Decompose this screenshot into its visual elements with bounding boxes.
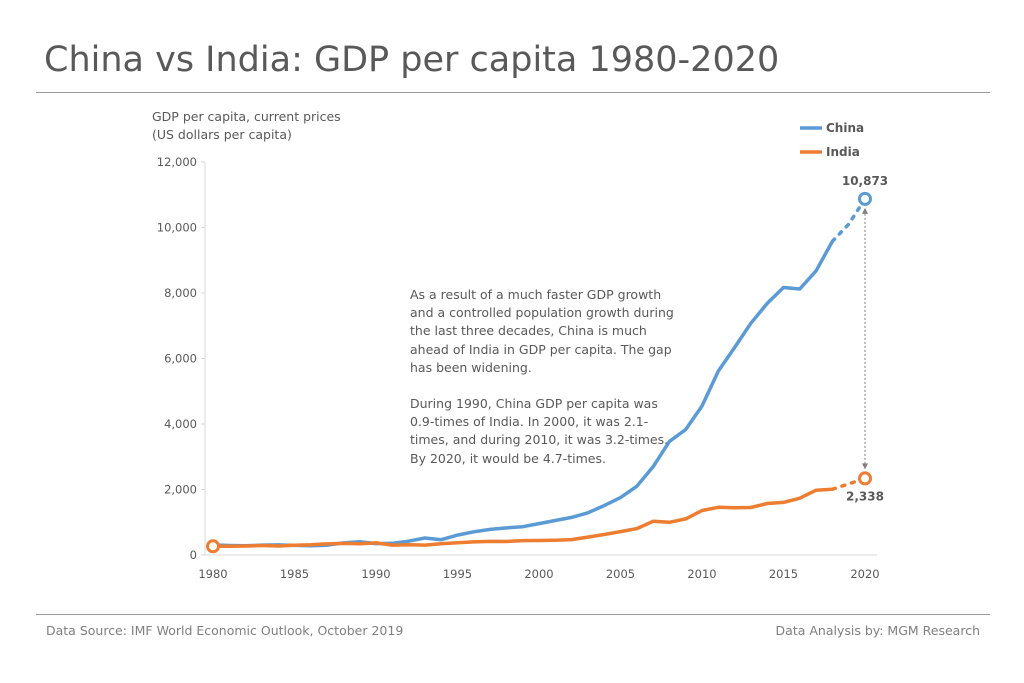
footer-divider [36,614,990,615]
x-tick-label: 2015 [769,567,798,581]
x-tick-label: 2020 [850,567,879,581]
y-axis-label: GDP per capita, current prices (US dollar… [152,108,341,144]
y-tick-label: 10,000 [157,221,197,235]
india-legend-label: India [826,145,860,159]
china-end-label: 10,873 [842,174,888,188]
x-tick-label: 1980 [198,567,227,581]
y-axis-label-line1: GDP per capita, current prices [152,109,341,124]
y-tick-label: 2,000 [164,483,197,497]
title-divider [36,92,990,93]
china-end-marker [858,191,872,206]
page-title: China vs India: GDP per capita 1980-2020 [44,40,780,80]
y-tick-label: 12,000 [157,155,197,169]
x-tick-label: 2010 [687,567,716,581]
india-line [212,487,833,549]
data-source: Data Source: IMF World Economic Outlook,… [46,623,404,638]
y-tick-label: 4,000 [164,417,197,431]
x-tick-label: 2000 [524,567,553,581]
x-tick-label: 1990 [361,567,390,581]
india-end-marker [858,471,872,486]
y-tick-label: 8,000 [164,286,197,300]
y-tick-label: 6,000 [164,352,197,366]
x-tick-label: 1995 [443,567,472,581]
annotation-paragraph-2: During 1990, China GDP per capita was 0.… [410,396,669,466]
data-analysis-credit: Data Analysis by: MGM Research [775,623,980,638]
china-legend-label: China [826,121,864,135]
gap-arrow-head-bottom [862,463,868,470]
y-axis-label-line2: (US dollars per capita) [152,127,292,142]
annotation-paragraph-1: As a result of a much faster GDP growth … [410,287,674,375]
annotation-text: As a result of a much faster GDP growth … [410,286,685,486]
x-tick-label: 2005 [606,567,635,581]
gap-arrow-head-top [862,207,868,214]
x-tick-label: 1985 [280,567,309,581]
india-start-marker [206,539,220,554]
china-projection-line [830,197,867,244]
y-tick-label: 0 [190,548,197,562]
india-end-label: 2,338 [846,489,884,503]
